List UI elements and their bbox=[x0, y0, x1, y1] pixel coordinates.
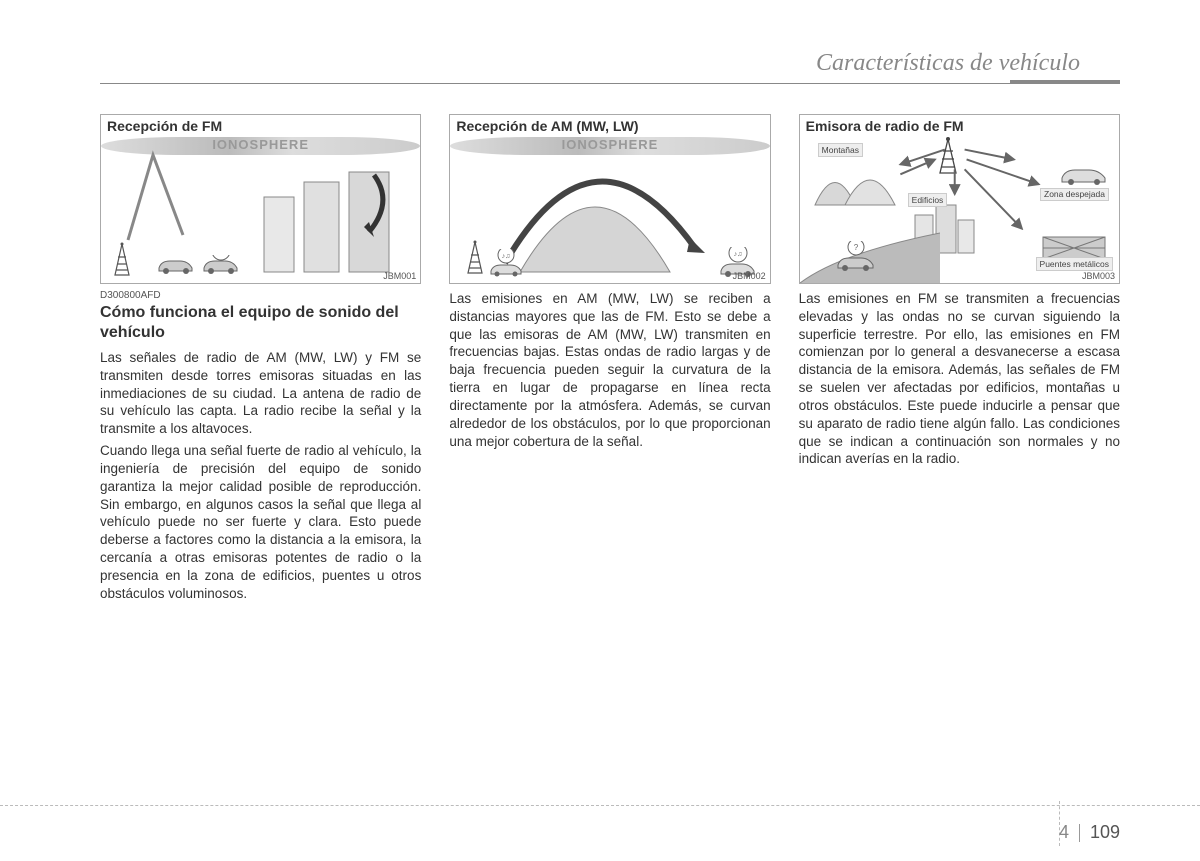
footer-divider bbox=[1079, 824, 1080, 842]
radio-tower-icon bbox=[464, 240, 486, 275]
figure-title: Emisora de radio de FM bbox=[806, 118, 964, 134]
page-footer: 4 109 bbox=[1059, 822, 1120, 843]
svg-text:?: ? bbox=[853, 243, 858, 252]
car-icon: ♪♫ bbox=[488, 249, 524, 277]
column-3: Emisora de radio de FM bbox=[799, 114, 1120, 606]
page-number: 109 bbox=[1090, 822, 1120, 843]
figure-title: Recepción de AM (MW, LW) bbox=[456, 118, 638, 134]
svg-text:♪♫: ♪♫ bbox=[733, 251, 742, 258]
manual-page: Características de vehículo Recepción de… bbox=[0, 0, 1200, 861]
label-bridges: Puentes metálicos bbox=[1036, 257, 1113, 271]
content-columns: Recepción de FM IONOSPHERE bbox=[100, 114, 1120, 606]
car-icon: ? bbox=[835, 241, 877, 271]
radio-tower-icon bbox=[111, 242, 133, 277]
column-1: Recepción de FM IONOSPHERE bbox=[100, 114, 421, 606]
figure-code: JBM002 bbox=[733, 271, 766, 281]
header-accent-bar bbox=[1010, 80, 1120, 84]
figure-code: JBM001 bbox=[383, 271, 416, 281]
label-open-area: Zona despejada bbox=[1040, 188, 1109, 201]
figure-title: Recepción de FM bbox=[107, 118, 222, 134]
signal-line-icon bbox=[123, 145, 193, 245]
mountains-icon bbox=[810, 155, 900, 210]
figure-code: JBM003 bbox=[1082, 271, 1115, 281]
label-buildings: Edificios bbox=[908, 193, 948, 207]
footer-dashed-line bbox=[0, 805, 1200, 806]
paragraph: Las emisiones en FM se transmiten a frec… bbox=[799, 290, 1120, 468]
car-icon: ? bbox=[201, 255, 241, 275]
figure-fm-reception: Recepción de FM IONOSPHERE bbox=[100, 114, 421, 284]
chapter-number: 4 bbox=[1059, 822, 1069, 843]
svg-text:?: ? bbox=[219, 255, 224, 256]
svg-text:♪♫: ♪♫ bbox=[502, 253, 511, 260]
column-2: Recepción de AM (MW, LW) IONOSPHERE bbox=[449, 114, 770, 606]
page-header: Características de vehículo bbox=[100, 50, 1120, 84]
paragraph: Las señales de radio de AM (MW, LW) y FM… bbox=[100, 349, 421, 438]
car-icon bbox=[1059, 163, 1109, 185]
subheading: Cómo funciona el equipo de sonido del ve… bbox=[100, 303, 421, 343]
paragraph: Las emisiones en AM (MW, LW) se reciben … bbox=[449, 290, 770, 450]
car-icon bbox=[156, 255, 196, 275]
header-title: Características de vehículo bbox=[100, 50, 1120, 77]
buildings-icon bbox=[234, 167, 414, 277]
figure-am-reception: Recepción de AM (MW, LW) IONOSPHERE bbox=[449, 114, 770, 284]
figure-fm-station: Emisora de radio de FM bbox=[799, 114, 1120, 284]
signal-wave-icon bbox=[495, 148, 705, 273]
label-mountains: Montañas bbox=[818, 143, 863, 157]
paragraph: Cuando llega una señal fuerte de radio a… bbox=[100, 442, 421, 602]
doc-code: D300800AFD bbox=[100, 290, 421, 301]
